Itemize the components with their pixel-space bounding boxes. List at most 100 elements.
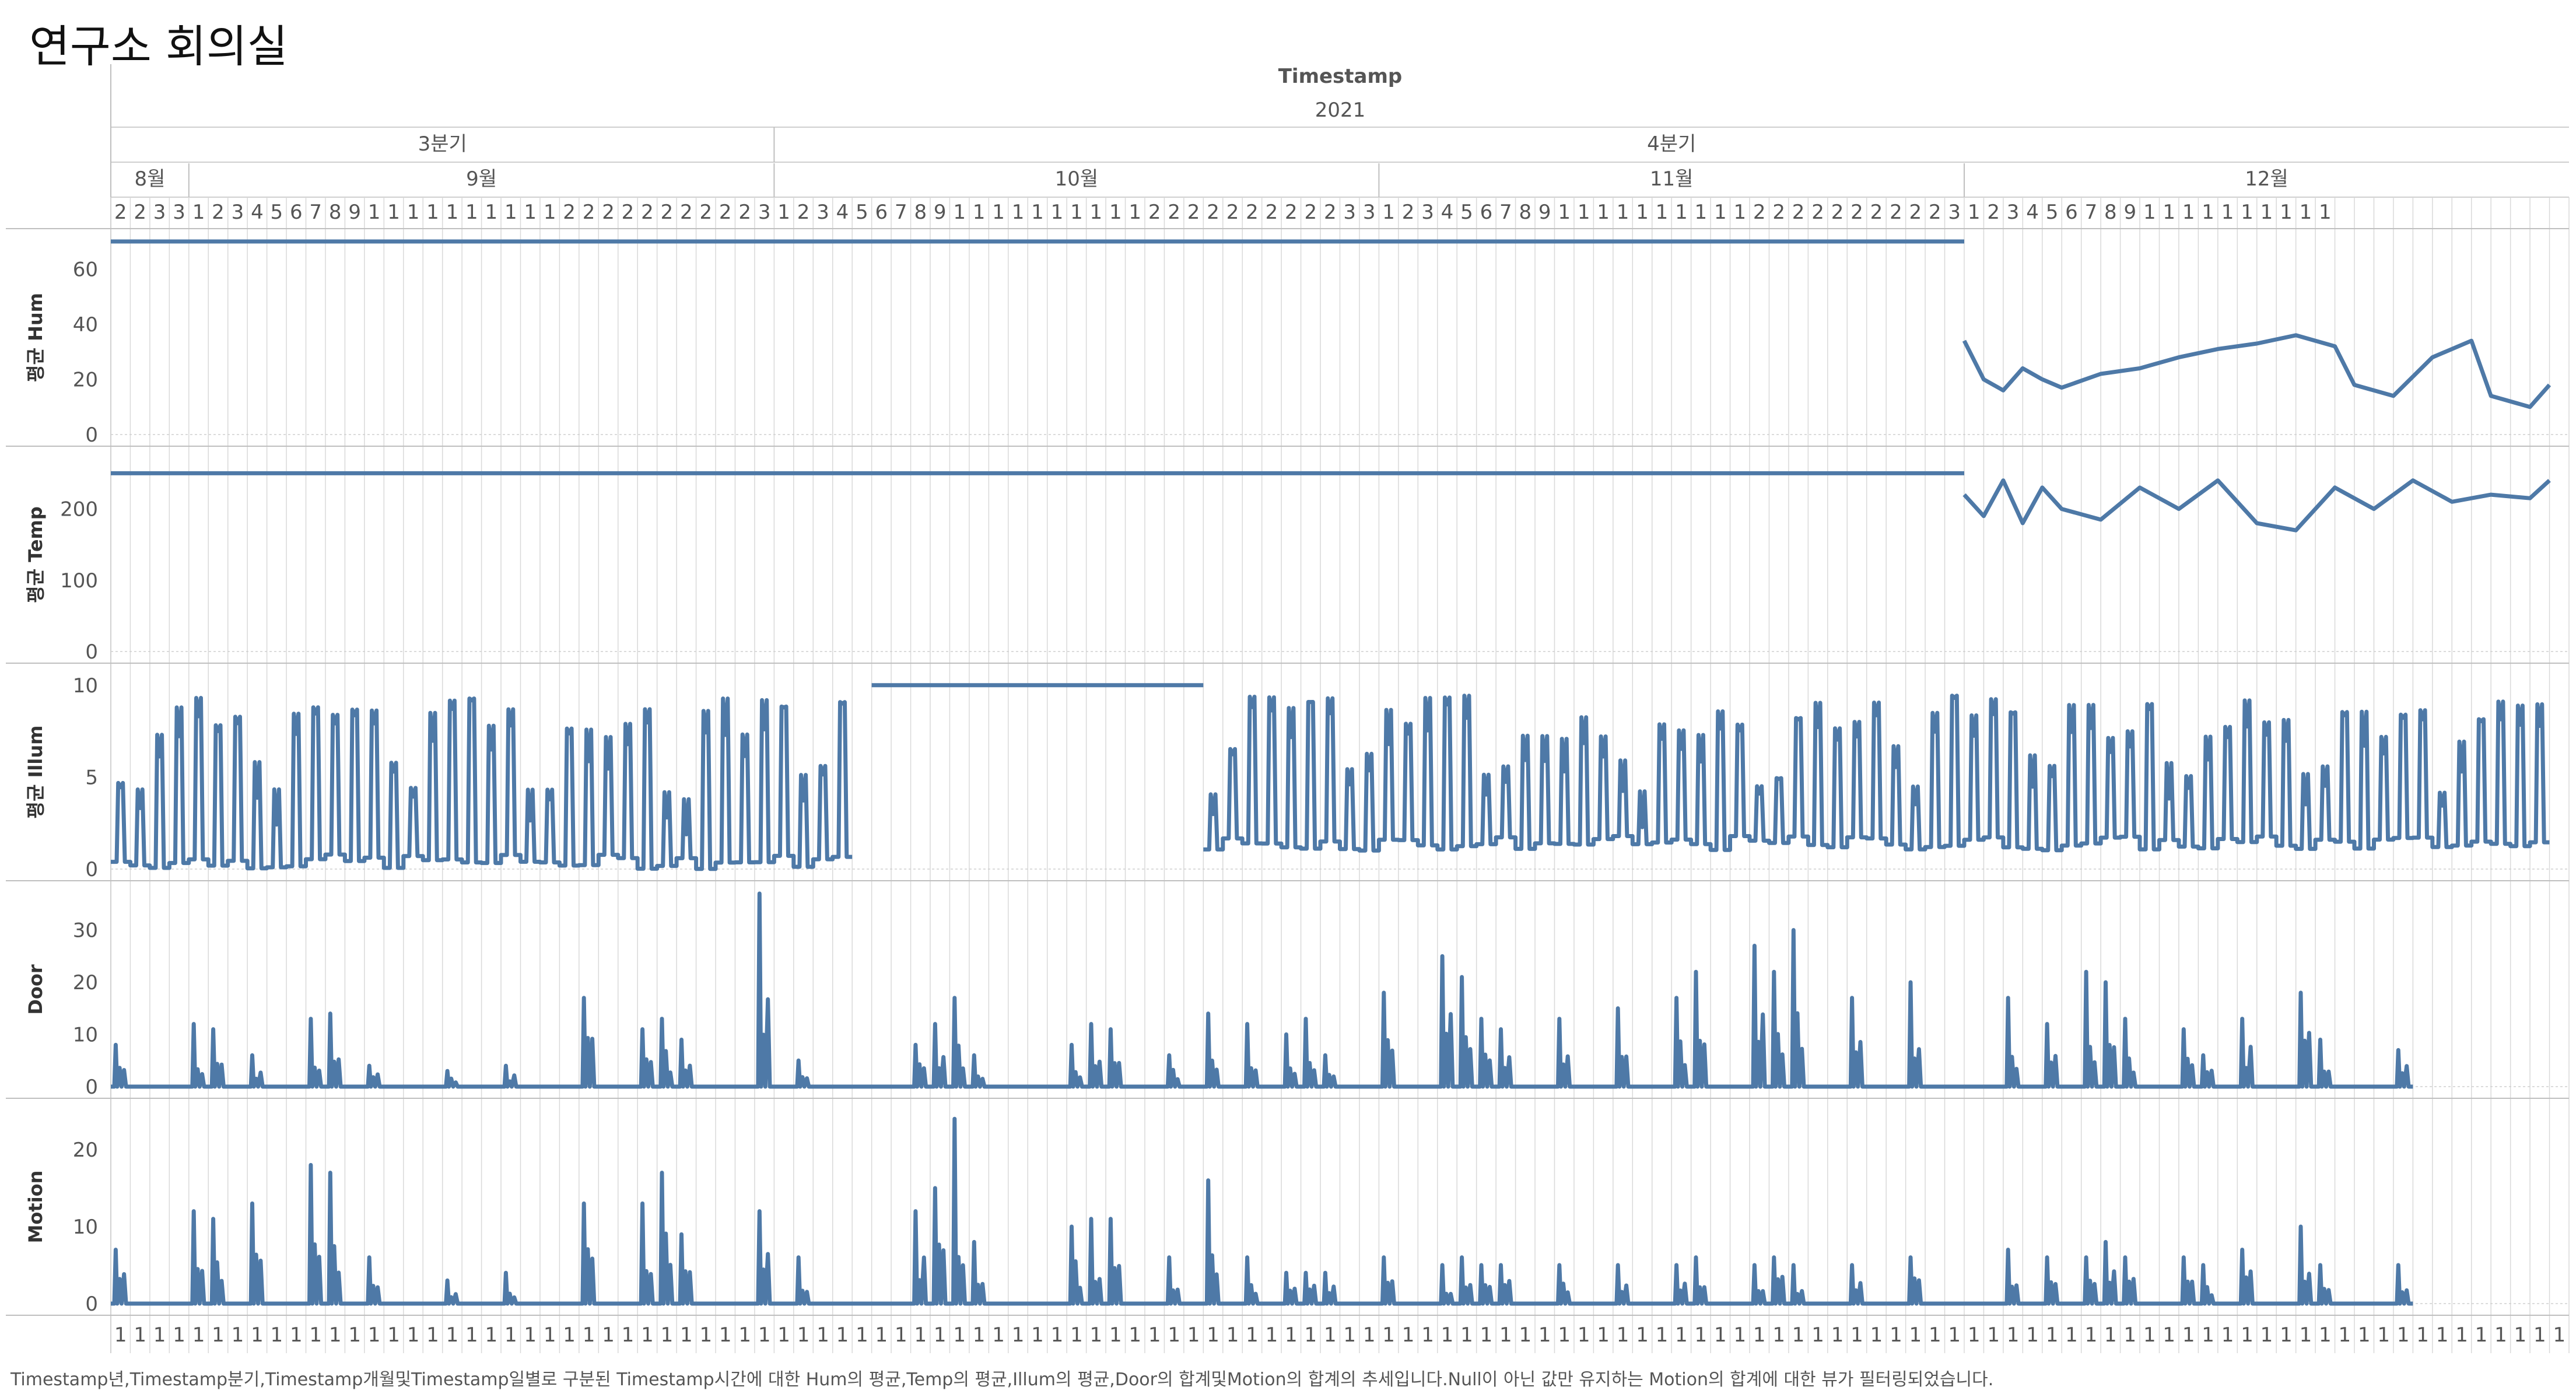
day-label: 8 [914,201,927,224]
day-label: 1 [1733,201,1746,224]
hour-label: 1 [1929,1323,1941,1347]
hour-label: 1 [1207,1323,1219,1347]
day-label: 1 [1012,201,1025,224]
day-label: 7 [2085,201,2098,224]
hour-label: 1 [1578,1323,1590,1347]
hour-label: 1 [1890,1323,1902,1347]
hour-label: 1 [2007,1323,2020,1347]
day-label: 1 [1675,201,1688,224]
y-tick-label: 60 [73,258,98,281]
hour-label: 1 [114,1323,127,1347]
hour-label: 1 [1168,1323,1180,1347]
series-line [111,891,2413,1089]
day-label: 7 [309,201,322,224]
hour-label: 1 [563,1323,576,1347]
y-tick-label: 40 [73,313,98,337]
day-label: 2 [1266,201,1278,224]
panel-2: 0 100 200 평균 Temp [6,446,2569,664]
day-label: 3 [173,201,185,224]
day-label: 2 [563,201,576,224]
hour-label: 1 [1128,1323,1141,1347]
hour-label: 1 [1733,1323,1746,1347]
day-label: 1 [973,201,986,224]
header-field: Timestamp [1278,65,1403,88]
day-label: 2 [1246,201,1259,224]
hour-label: 1 [1909,1323,1922,1347]
hour-label: 1 [2241,1323,2253,1347]
hour-label: 1 [1148,1323,1161,1347]
series-line [111,1116,2413,1306]
hour-label: 1 [816,1323,829,1347]
hour-label: 1 [524,1323,537,1347]
month-label: 12월 [2245,167,2288,191]
hour-label: 1 [699,1323,712,1347]
hour-label: 1 [1948,1323,1961,1347]
month-label: 11월 [1650,167,1694,191]
hour-label: 1 [1772,1323,1785,1347]
hour-label: 1 [1051,1323,1064,1347]
day-label: 2 [1148,201,1161,224]
hour-label: 1 [446,1323,459,1347]
hour-label: 1 [368,1323,381,1347]
hour-label: 1 [153,1323,166,1347]
day-label: 1 [992,201,1005,224]
day-label: 1 [1578,201,1590,224]
hour-label: 1 [777,1323,790,1347]
panel-5: 0 10 20 Motion [6,1098,2569,1316]
hour-label: 1 [1519,1323,1531,1347]
day-label: 2 [1890,201,1902,224]
hour-label: 1 [485,1323,498,1347]
day-label: 1 [777,201,790,224]
hour-label: 1 [2046,1323,2059,1347]
y-axis-label: Motion [24,1171,47,1244]
day-label: 2 [1831,201,1844,224]
day-label: 1 [2241,201,2253,224]
hour-label: 1 [2300,1323,2312,1347]
day-label: 2 [1772,201,1785,224]
hour-label: 1 [953,1323,966,1347]
hour-label: 1 [1246,1323,1259,1347]
y-tick-label: 200 [60,498,98,521]
hour-label: 1 [2377,1323,2390,1347]
day-label: 2 [1226,201,1239,224]
hour-label: 1 [1285,1323,1298,1347]
hour-label: 1 [544,1323,556,1347]
hour-label: 1 [2104,1323,2117,1347]
hour-label: 1 [738,1323,751,1347]
hour-label: 1 [1656,1323,1669,1347]
page-title: 연구소 회의실 [29,20,288,72]
quarter-label: 3분기 [418,132,467,156]
hour-label: 1 [2319,1323,2332,1347]
hour-label: 1 [1811,1323,1824,1347]
hour-label: 1 [465,1323,478,1347]
day-label: 2 [583,201,595,224]
hour-label: 1 [914,1323,927,1347]
hour-label: 1 [2065,1323,2078,1347]
day-label: 1 [2319,201,2332,224]
hour-label: 1 [387,1323,400,1347]
hour-label: 1 [1012,1323,1025,1347]
day-label: 1 [446,201,459,224]
day-label: 1 [1558,201,1571,224]
y-axis-label: Door [24,964,47,1015]
day-label: 2 [641,201,654,224]
hour-label: 1 [348,1323,361,1347]
day-label: 3 [1343,201,1356,224]
hour-label: 1 [2026,1323,2039,1347]
y-tick-label: 20 [73,1139,98,1162]
day-label: 2 [1324,201,1337,224]
day-label: 2 [738,201,751,224]
hour-label: 1 [680,1323,693,1347]
day-label: 2 [1811,201,1824,224]
hour-label: 1 [1714,1323,1727,1347]
hour-label: 1 [2143,1323,2156,1347]
y-axis-label: 평균 Illum [24,726,47,819]
panel-3: 0 5 10 평균 Illum [6,663,2569,881]
hour-label: 1 [426,1323,439,1347]
hour-label: 1 [2182,1323,2195,1347]
hour-label: 1 [1266,1323,1278,1347]
day-label: 6 [875,201,888,224]
hour-label: 1 [1441,1323,1454,1347]
day-label: 1 [1636,201,1649,224]
